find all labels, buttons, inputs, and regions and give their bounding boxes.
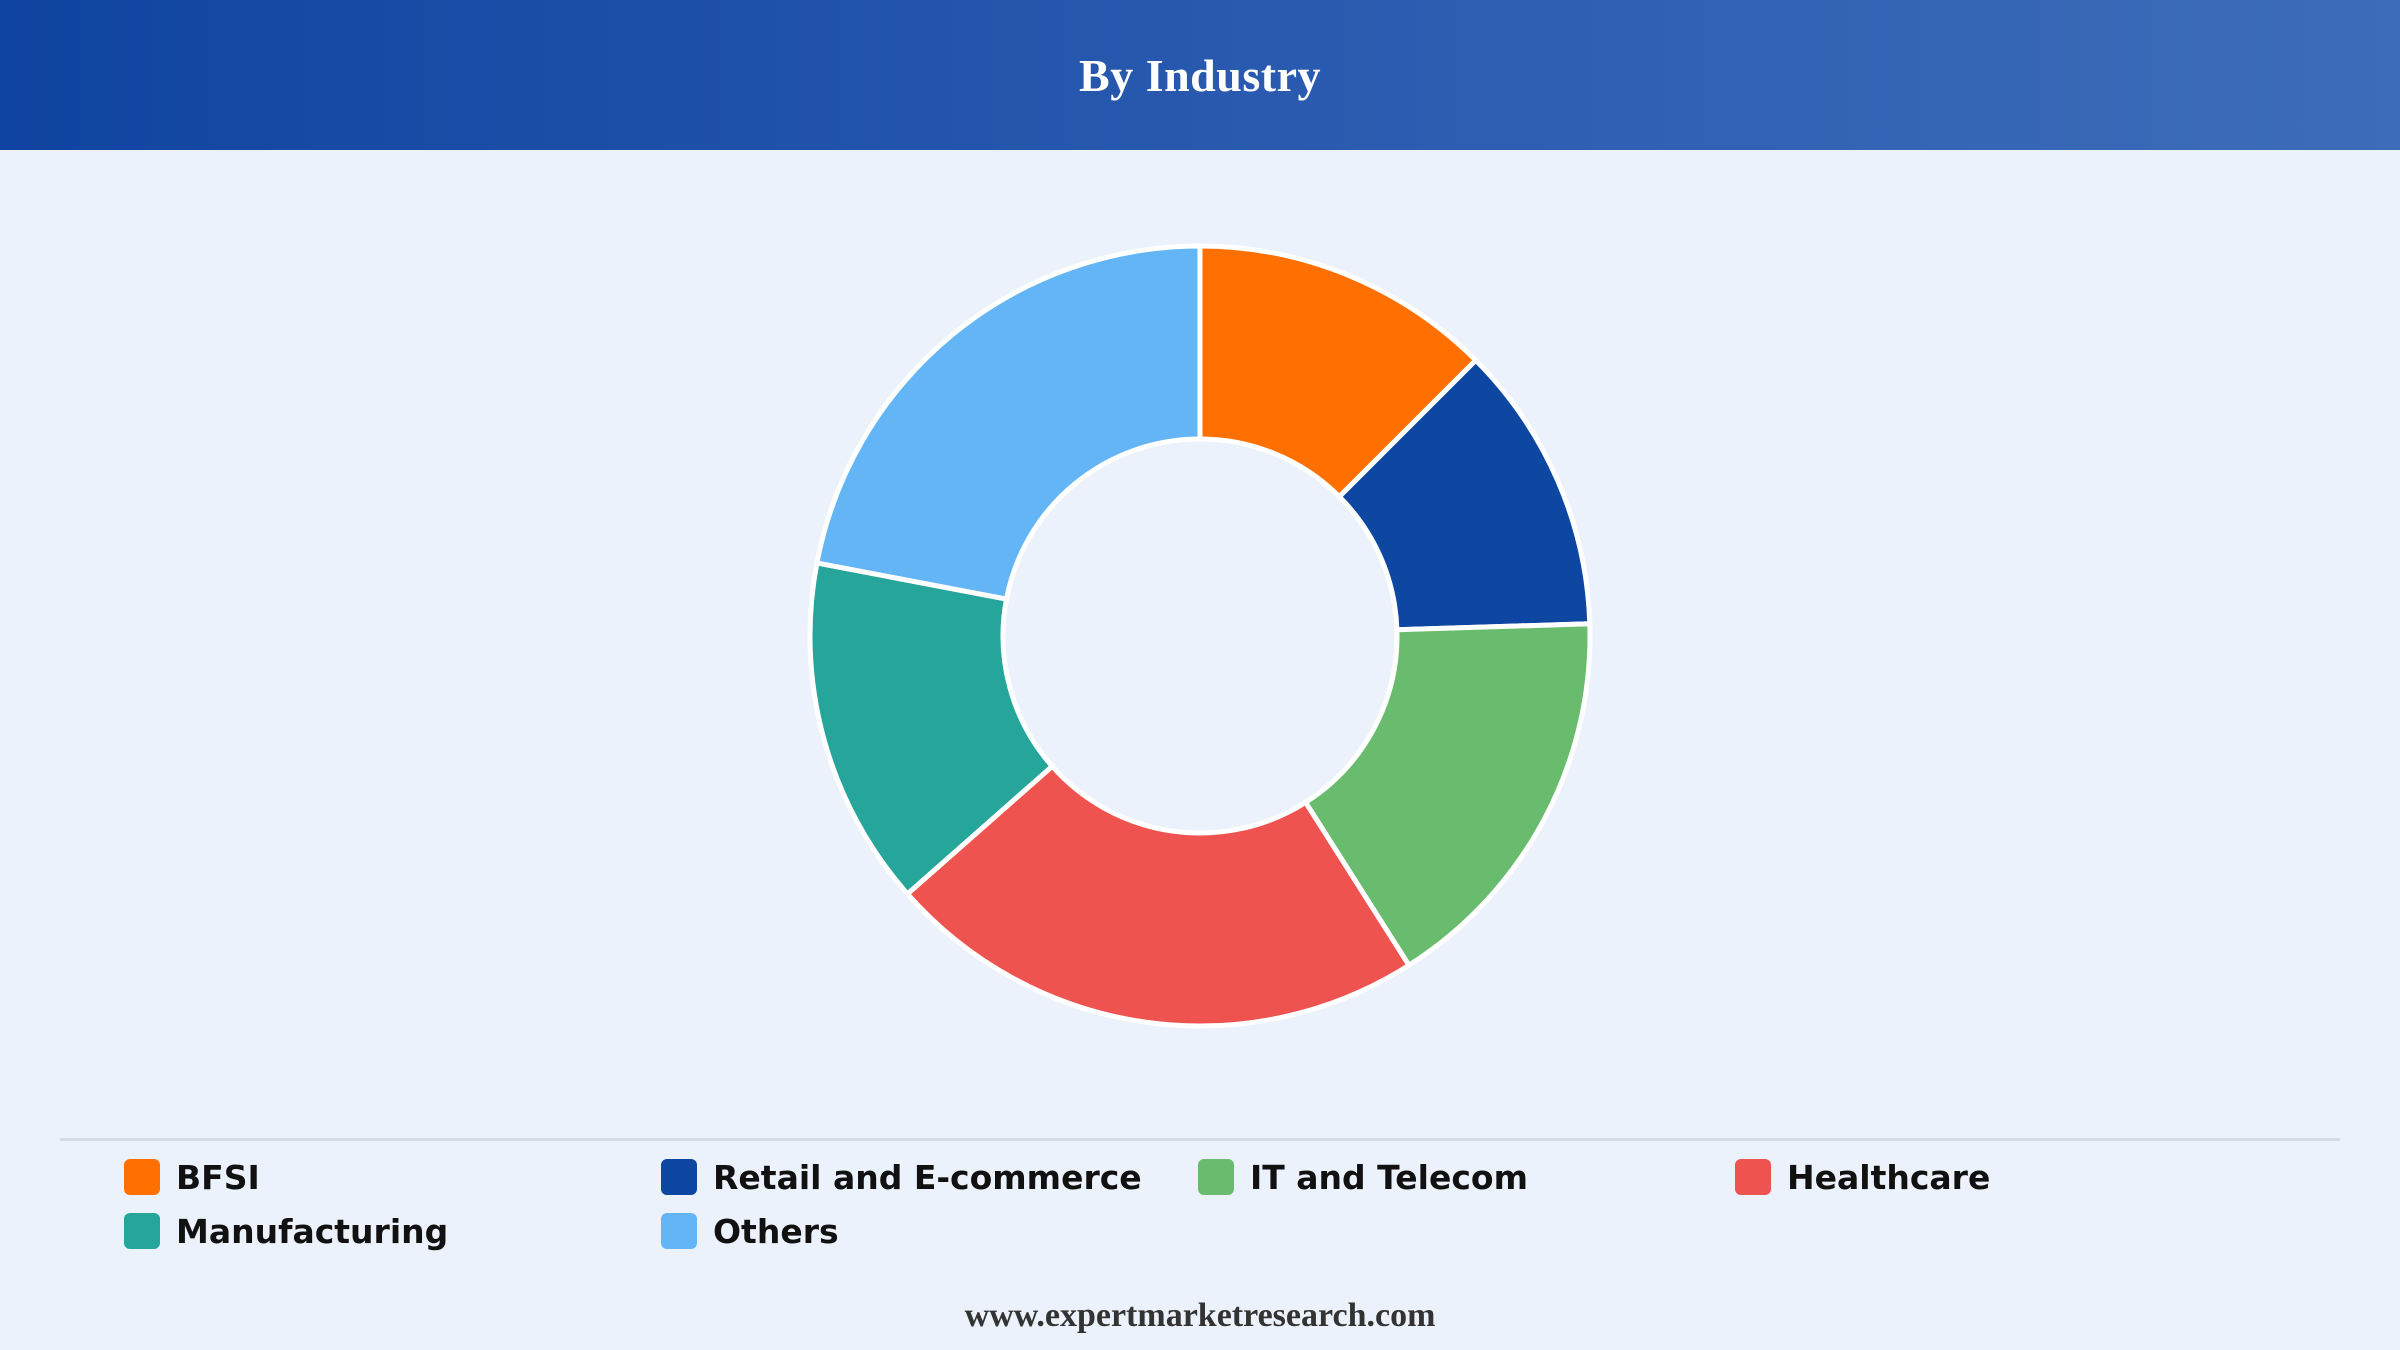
legend-item-it-and-telecom[interactable]: IT and Telecom <box>1198 1150 1735 1204</box>
donut-slice-bfsi[interactable] <box>1197 243 1479 500</box>
legend-label: Others <box>713 1211 839 1251</box>
legend-swatch <box>661 1159 697 1195</box>
header-bar: By Industry <box>0 0 2400 150</box>
legend-swatch <box>661 1213 697 1249</box>
donut-slice-it-and-telecom[interactable] <box>1303 621 1593 968</box>
legend-item-manufacturing[interactable]: Manufacturing <box>124 1204 661 1258</box>
legend-item-others[interactable]: Others <box>661 1204 1198 1258</box>
donut-slice-retail-and-e-commerce[interactable] <box>1336 357 1593 633</box>
legend-swatch <box>124 1159 160 1195</box>
donut-slice-others[interactable] <box>814 243 1203 602</box>
legend-item-retail-and-e-commerce[interactable]: Retail and E-commerce <box>661 1150 1198 1204</box>
chart-area <box>0 150 2400 1130</box>
chart-title: By Industry <box>1079 49 1321 101</box>
donut-slice-healthcare[interactable] <box>904 763 1412 1029</box>
legend-swatch <box>1735 1159 1771 1195</box>
legend-divider <box>60 1138 2340 1141</box>
legend-label: Manufacturing <box>176 1211 449 1251</box>
chart-legend: BFSI Retail and E-commerce IT and Telecom H… <box>124 1150 2324 1258</box>
legend-label: IT and Telecom <box>1250 1157 1528 1197</box>
legend-swatch <box>1198 1159 1234 1195</box>
legend-label: Retail and E-commerce <box>713 1157 1142 1197</box>
legend-item-bfsi[interactable]: BFSI <box>124 1150 661 1204</box>
donut-chart <box>807 243 1593 1029</box>
legend-label: Healthcare <box>1787 1157 1991 1197</box>
legend-item-healthcare[interactable]: Healthcare <box>1735 1150 2272 1204</box>
legend-swatch <box>124 1213 160 1249</box>
footer-url: www.expertmarketresearch.com <box>964 1297 1436 1334</box>
legend-label: BFSI <box>176 1157 260 1197</box>
donut-slice-manufacturing[interactable] <box>807 560 1055 897</box>
